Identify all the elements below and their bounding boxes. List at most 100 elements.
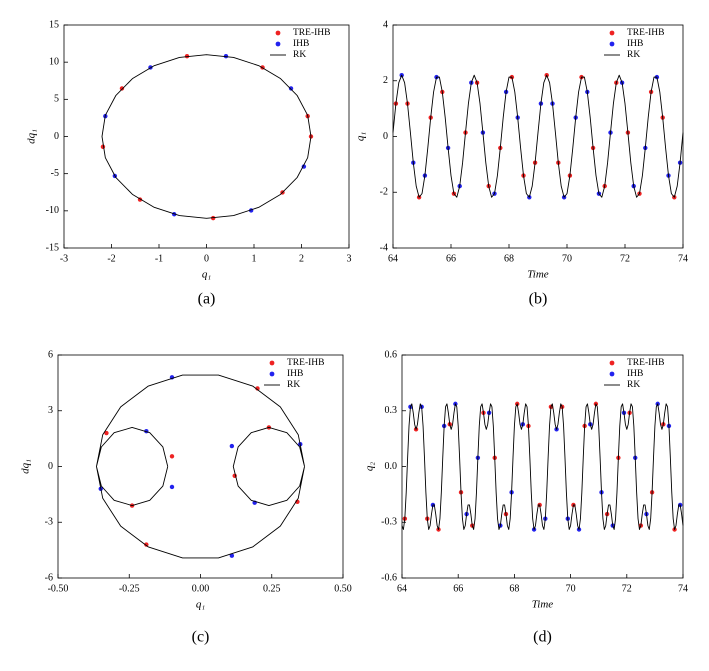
legend-marker (269, 371, 275, 377)
y-tick-label: 0 (48, 461, 53, 472)
x-tick-label: 3 (347, 253, 352, 264)
y-tick-label: -3 (45, 517, 53, 528)
y-tick-label: -0.6 (381, 572, 397, 583)
panel: -3 -2 -1 0 1 2 3-15-10-5051015q₁dq₁(a)TRE-IHBI… (26, 19, 352, 307)
y-tick-label: 0 (54, 131, 59, 142)
y-tick-label: 0 (383, 131, 388, 142)
panel: 64 66 68 70 72 74 -0.6 -0.3 0.0 0.3 0.6 Time q₂ (d) TR… (364, 349, 688, 645)
data-point (119, 86, 125, 91)
legend-marker (609, 41, 615, 47)
legend-label: RK (627, 50, 640, 60)
x-tick-label: 74 (678, 253, 688, 264)
x-tick-label: 64 (388, 253, 398, 264)
x-tick-label: 0.25 (263, 583, 281, 594)
legend-marker (275, 30, 281, 36)
y-tick-label: -0.3 (381, 517, 397, 528)
x-axis-label: Time (527, 269, 549, 281)
x-tick-label: -0.50 (48, 583, 69, 594)
y-axis-label: dq₁ (26, 129, 38, 144)
y-tick-label: 2 (383, 75, 388, 86)
legend-label: TRE-IHB (627, 358, 664, 368)
y-tick-label: 5 (54, 94, 59, 105)
x-tick-label: -3 (60, 253, 68, 264)
rk-curve (392, 74, 684, 198)
plot-frame (57, 354, 344, 579)
x-tick-label: 66 (446, 253, 456, 264)
plot-frame (401, 354, 684, 579)
x-tick-label: 70 (566, 583, 576, 594)
data-point (104, 430, 109, 436)
y-tick-label: 0.6 (385, 349, 398, 360)
x-tick-label: 1 (252, 253, 257, 264)
legend-label: RK (287, 380, 300, 390)
y-tick-label: -5 (51, 168, 59, 179)
data-point (229, 553, 235, 558)
x-axis-label: q₁ (196, 599, 206, 611)
y-tick-label: 6 (48, 349, 53, 360)
data-point (223, 54, 229, 59)
x-tick-label: 74 (678, 583, 688, 594)
data-point (184, 54, 190, 59)
data-point (169, 484, 175, 490)
y-tick-label: -10 (46, 205, 59, 216)
caption: (b) (529, 291, 548, 308)
x-axis-label: Time (532, 599, 554, 611)
legend-marker (275, 41, 281, 47)
legend-label: RK (627, 380, 640, 390)
legend-label: IHB (627, 369, 643, 379)
x-tick-label: 0 (204, 253, 209, 264)
legend-marker (609, 371, 615, 377)
caption: (a) (198, 291, 216, 308)
x-tick-label: 68 (509, 583, 519, 594)
data-point (255, 386, 260, 391)
legend-marker (609, 360, 615, 366)
y-tick-label: 10 (49, 56, 59, 67)
legend-label: TRE-IHB (287, 358, 324, 368)
y-tick-label: 0.0 (385, 461, 398, 472)
rk-curve (96, 374, 305, 559)
y-tick-label: -15 (46, 242, 59, 253)
caption: (d) (533, 629, 552, 646)
data-point (169, 454, 175, 459)
x-tick-label: 64 (397, 583, 407, 594)
rk-curve (401, 403, 684, 530)
y-axis-label: dq₁ (20, 459, 32, 474)
x-tick-label: 66 (453, 583, 463, 594)
x-tick-label: 2 (299, 253, 304, 264)
y-tick-label: -4 (380, 242, 388, 253)
x-tick-label: 0.00 (192, 583, 210, 594)
legend-marker (269, 360, 275, 366)
rk-curve (101, 54, 312, 219)
y-axis-label: q₁ (355, 132, 367, 142)
x-tick-label: -0.25 (119, 583, 140, 594)
x-tick-label: 0.50 (334, 583, 352, 594)
x-tick-label: 70 (562, 253, 572, 264)
x-tick-label: 72 (622, 583, 632, 594)
y-tick-label: -6 (45, 572, 53, 583)
legend-label: TRE-IHB (293, 28, 330, 38)
y-axis-label: q₂ (364, 462, 376, 472)
data-point (288, 86, 294, 91)
y-tick-label: 0.3 (385, 405, 398, 416)
panel: -0.50 -0.25 0.00 0.25 0.50 -6 -3 0 3 6 q₁ dq₁ (c) TRE… (20, 349, 352, 645)
caption: (c) (192, 629, 210, 646)
y-tick-label: -2 (380, 187, 388, 198)
legend-label: IHB (287, 369, 303, 379)
y-tick-label: 15 (49, 19, 59, 30)
legend-marker (609, 30, 615, 36)
data-point (210, 215, 216, 221)
y-tick-label: 3 (48, 405, 53, 416)
x-tick-label: -2 (107, 253, 115, 264)
x-tick-label: 68 (504, 253, 514, 264)
legend-label: RK (293, 50, 306, 60)
legend-label: TRE-IHB (627, 28, 664, 38)
data-point (144, 542, 149, 547)
plot-frame (63, 24, 350, 249)
legend-label: IHB (627, 39, 643, 49)
x-tick-label: -1 (155, 253, 163, 264)
data-point (229, 443, 235, 449)
x-tick-label: 72 (620, 253, 630, 264)
